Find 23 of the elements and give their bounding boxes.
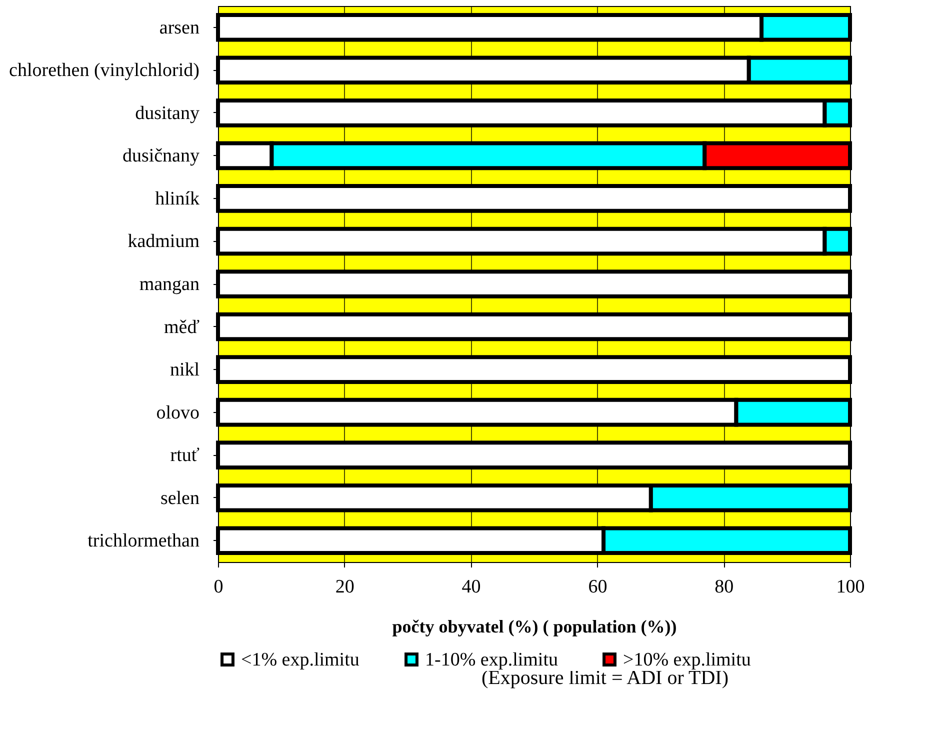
legend-label: 1-10% exp.limitu (425, 650, 558, 671)
y-tick-label: měď (164, 316, 200, 338)
y-tick-label: nikl (170, 360, 200, 381)
y-tick-label: mangan (139, 274, 200, 295)
y-tick-label: rtuť (170, 445, 200, 466)
x-tick-label: 60 (588, 576, 608, 598)
legend-label: >10% exp.limitu (623, 650, 752, 671)
x-axis-title: počty obyvatel (%) ( population (%)) (392, 616, 677, 636)
x-tick-label: 0 (214, 576, 224, 598)
x-tick-label: 20 (335, 576, 354, 598)
y-tick-label: chlorethen (vinylchlorid) (9, 60, 200, 82)
y-tick-label: hliník (155, 188, 200, 210)
legend-label: <1% exp.limitu (241, 650, 360, 671)
y-tick-label: kadmium (128, 231, 200, 252)
y-tick-label: dusičnany (122, 146, 200, 167)
y-tick-label: selen (160, 488, 200, 509)
x-tick-label: 100 (836, 576, 865, 598)
y-tick-label: dusitany (135, 102, 200, 124)
x-tick-label: 80 (714, 576, 734, 598)
y-tick-label: olovo (156, 402, 200, 424)
y-tick-label: trichlormethan (88, 530, 200, 552)
x-tick-label: 40 (462, 576, 481, 598)
y-tick-label: arsen (159, 17, 200, 38)
